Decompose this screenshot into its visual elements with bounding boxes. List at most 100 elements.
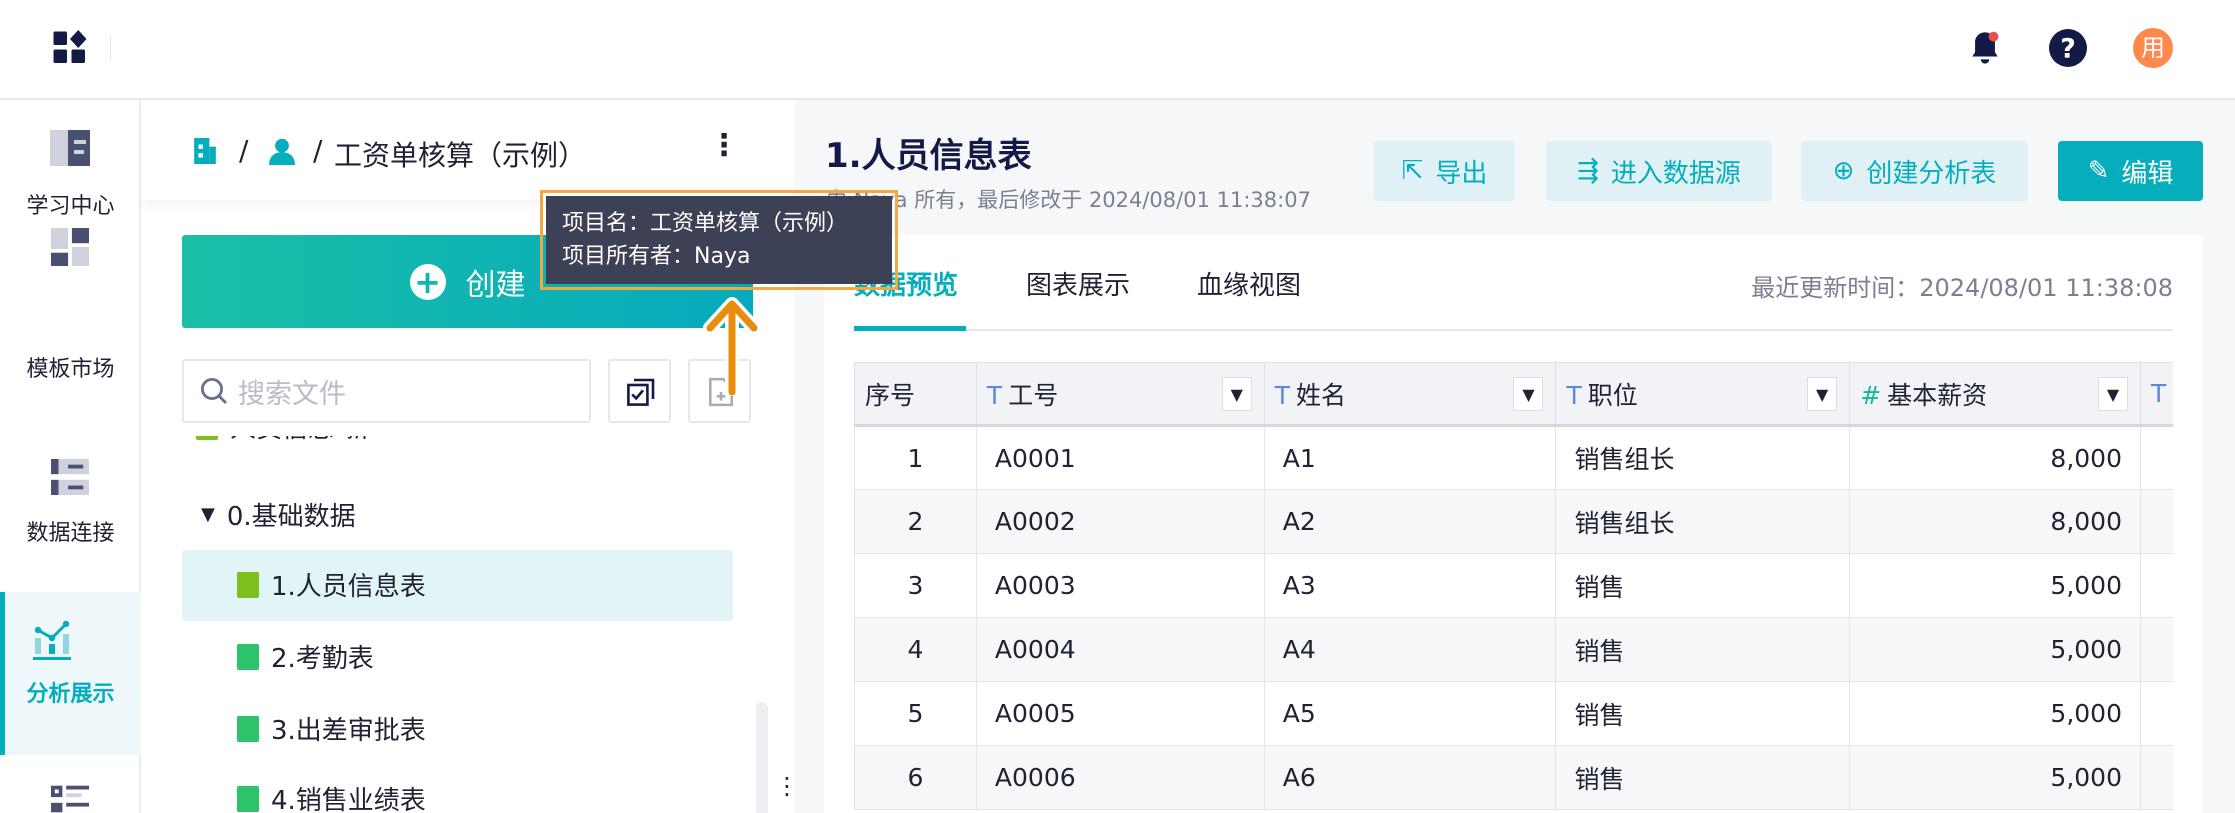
help-icon[interactable]: ? bbox=[2049, 29, 2087, 67]
enter-datasource-label: 进入数据源 bbox=[1610, 158, 1741, 189]
panel-header: / / 工资单核算（示例） ⋮ bbox=[141, 100, 793, 200]
nav-item-template-market[interactable]: 模板市场 bbox=[26, 357, 115, 382]
batch-select-button[interactable] bbox=[608, 359, 671, 423]
nav-item-analysis[interactable]: 分析展示 bbox=[0, 592, 141, 755]
column-header-id[interactable]: T 工号 ▼ bbox=[975, 362, 1265, 427]
table-row[interactable]: 6 A0006 A6 销售 5,000 bbox=[854, 745, 2173, 810]
create-analysis-label: 创建分析表 bbox=[1866, 158, 1997, 189]
tab-lineage-view[interactable]: 血缘视图 bbox=[1197, 271, 1302, 301]
file-add-icon bbox=[709, 377, 733, 407]
template-grid-icon bbox=[51, 228, 89, 266]
column-header-name[interactable]: T 姓名 ▼ bbox=[1263, 362, 1557, 427]
table-cell: 销售 bbox=[1555, 553, 1851, 618]
text-type-icon: T bbox=[1274, 380, 1290, 410]
list-icon[interactable] bbox=[51, 785, 89, 813]
text-type-icon: T bbox=[2151, 379, 2167, 408]
table-cell bbox=[2140, 745, 2173, 810]
header-label: 基本薪资 bbox=[1887, 380, 1988, 410]
column-header-salary[interactable]: # 基本薪资 ▼ bbox=[1849, 362, 2141, 427]
table-cell bbox=[2140, 681, 2173, 746]
table-cell: A3 bbox=[1263, 553, 1557, 618]
tree-folder-label: 0.基础数据 bbox=[226, 502, 356, 532]
table-cell: 5,000 bbox=[1849, 745, 2141, 810]
export-label: 导出 bbox=[1435, 158, 1488, 189]
dropdown-icon[interactable]: ▼ bbox=[2098, 377, 2128, 411]
table-cell: A0004 bbox=[975, 617, 1265, 682]
avatar[interactable]: 用 bbox=[2133, 28, 2173, 68]
breadcrumb-separator: / bbox=[313, 134, 323, 167]
table-row[interactable]: 2 A0002 A2 销售组长 8,000 bbox=[854, 489, 2173, 554]
tree-item[interactable]: 4.销售业绩表 bbox=[237, 780, 426, 813]
scrollbar[interactable] bbox=[756, 702, 768, 813]
tree-item-label: 人员信息-新 bbox=[230, 436, 369, 445]
table-cell: A0002 bbox=[975, 489, 1265, 554]
header-label: 姓名 bbox=[1296, 380, 1347, 410]
enter-datasource-button[interactable]: ⇶ 进入数据源 bbox=[1546, 141, 1772, 201]
dropdown-icon[interactable]: ▼ bbox=[1513, 377, 1544, 411]
table-cell: A0006 bbox=[975, 745, 1265, 810]
apps-icon[interactable] bbox=[52, 30, 88, 66]
tree-item-selected[interactable]: 1.人员信息表 bbox=[237, 566, 426, 603]
column-header-position[interactable]: T 职位 ▼ bbox=[1555, 362, 1851, 427]
plus-icon: + bbox=[409, 263, 446, 300]
column-header-partial: T bbox=[2140, 362, 2173, 427]
tree-folder[interactable]: ▼ 0.基础数据 bbox=[201, 496, 356, 533]
header-label: 职位 bbox=[1587, 380, 1638, 410]
more-options-icon[interactable]: ⋮ bbox=[709, 128, 739, 163]
checkbox-copy-icon bbox=[627, 378, 655, 406]
table-cell: 5,000 bbox=[1849, 553, 2141, 618]
create-analysis-button[interactable]: ⊕ 创建分析表 bbox=[1801, 141, 2028, 201]
table-cell bbox=[2140, 553, 2173, 618]
table-row[interactable]: 1 A0001 A1 销售组长 8,000 bbox=[854, 425, 2173, 490]
table-cell: A0003 bbox=[975, 553, 1265, 618]
page-subtitle: 由 Naya 所有，最后修改于 2024/08/01 11:38:07 bbox=[826, 188, 1311, 212]
table-cell: 销售 bbox=[1555, 617, 1851, 682]
building-icon[interactable] bbox=[194, 138, 216, 164]
edit-button[interactable]: ✎ 编辑 bbox=[2058, 141, 2203, 201]
data-table: 序号 T 工号 ▼ T 姓名 ▼ T 职位 ▼ # 基本薪资 ▼ T 1 A0001 A1 销售组长 8… bbox=[854, 362, 2173, 810]
tree-item[interactable]: 3.出差审批表 bbox=[237, 710, 426, 747]
tree-item[interactable]: 2.考勤表 bbox=[237, 638, 374, 675]
user-icon[interactable] bbox=[269, 137, 295, 165]
tooltip-project-owner: 项目所有者：Naya bbox=[562, 244, 751, 269]
nav-item-learning-center[interactable]: 学习中心 bbox=[0, 100, 141, 263]
tree-item-label: 1.人员信息表 bbox=[271, 572, 426, 602]
text-type-icon: T bbox=[1566, 380, 1582, 410]
table-cell: A6 bbox=[1263, 745, 1557, 810]
nav-item-data-connection[interactable]: 数据连接 bbox=[0, 430, 141, 593]
data-table-wrap: 序号 T 工号 ▼ T 姓名 ▼ T 职位 ▼ # 基本薪资 ▼ T 1 A0001 A1 销售组长 8… bbox=[854, 362, 2173, 813]
new-file-button[interactable] bbox=[688, 359, 751, 423]
table-header-row: 序号 T 工号 ▼ T 姓名 ▼ T 职位 ▼ # 基本薪资 ▼ T bbox=[854, 362, 2173, 427]
table-cell: 8,000 bbox=[1849, 489, 2141, 554]
table-row[interactable]: 4 A0004 A4 销售 5,000 bbox=[854, 617, 2173, 682]
table-file-icon bbox=[237, 785, 259, 812]
breadcrumb-project-name[interactable]: 工资单核算（示例） bbox=[334, 139, 587, 172]
table-cell: A0005 bbox=[975, 681, 1265, 746]
svg-text:?: ? bbox=[2060, 34, 2076, 65]
search-input[interactable]: 搜索文件 bbox=[182, 359, 591, 423]
file-tree: 人员信息-新 ▼ 0.基础数据 1.人员信息表 2.考勤表 3.出差审批表 4.销… bbox=[141, 436, 793, 813]
dropdown-icon[interactable]: ▼ bbox=[1221, 377, 1252, 411]
caret-down-icon[interactable]: ▼ bbox=[201, 504, 215, 525]
dropdown-icon[interactable]: ▼ bbox=[1807, 377, 1838, 411]
left-nav: 学习中心 模板市场 数据连接 分析展示 bbox=[0, 100, 141, 813]
table-row[interactable]: 3 A0003 A3 销售 5,000 bbox=[854, 553, 2173, 618]
tree-item-selected-bg bbox=[182, 550, 733, 621]
export-button[interactable]: ⇱ 导出 bbox=[1374, 141, 1515, 201]
column-header-index: 序号 bbox=[854, 362, 977, 427]
data-connection-icon bbox=[51, 459, 89, 495]
bell-icon[interactable] bbox=[1968, 29, 2002, 67]
edit-icon: ✎ bbox=[2087, 156, 2110, 186]
tree-item[interactable]: 人员信息-新 bbox=[196, 436, 369, 445]
tree-item-label: 4.销售业绩表 bbox=[271, 786, 426, 813]
plus-circle-icon: ⊕ bbox=[1832, 156, 1855, 186]
search-icon bbox=[200, 377, 227, 404]
tab-active-indicator bbox=[854, 326, 966, 331]
last-update-time: 最近更新时间：2024/08/01 11:38:08 bbox=[1751, 274, 2173, 302]
table-cell: A2 bbox=[1263, 489, 1557, 554]
tree-item-label: 3.出差审批表 bbox=[271, 716, 426, 746]
table-cell bbox=[2140, 425, 2173, 490]
number-type-icon: # bbox=[1860, 380, 1882, 410]
tab-chart-display[interactable]: 图表展示 bbox=[1026, 271, 1131, 301]
table-row[interactable]: 5 A0005 A5 销售 5,000 bbox=[854, 681, 2173, 746]
